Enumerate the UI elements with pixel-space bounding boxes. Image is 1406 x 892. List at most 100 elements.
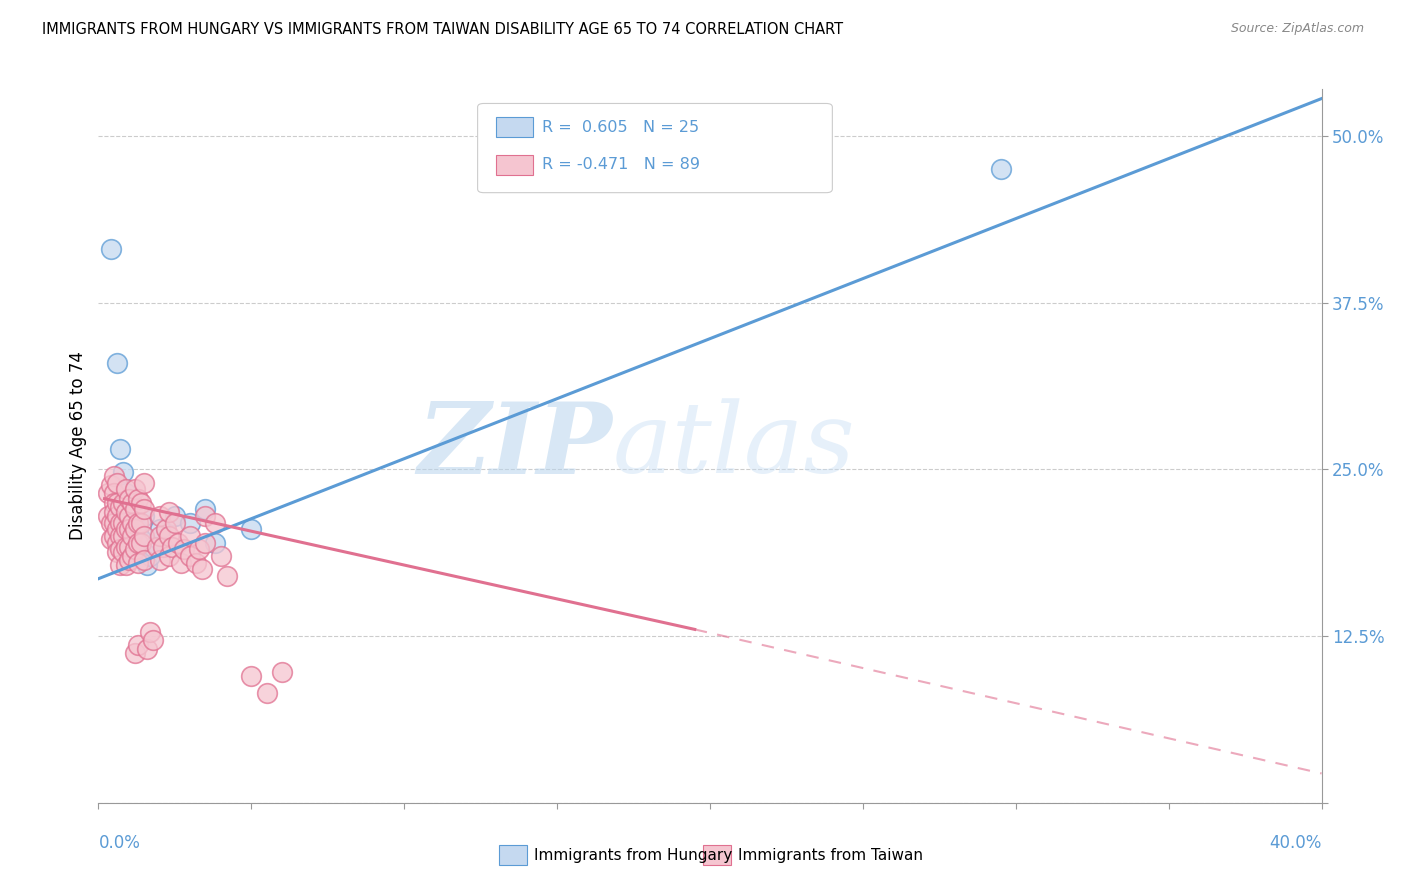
Point	[124, 529, 146, 543]
Point	[118, 491, 141, 506]
Point	[121, 549, 143, 563]
Point	[115, 505, 138, 519]
Point	[163, 509, 186, 524]
Point	[157, 549, 180, 563]
Point	[129, 532, 152, 546]
Point	[142, 540, 165, 554]
Point	[118, 540, 141, 554]
Point	[129, 535, 152, 549]
Point	[118, 509, 141, 524]
Point	[108, 516, 131, 530]
Text: atlas: atlas	[612, 399, 855, 493]
Point	[191, 562, 214, 576]
Text: Source: ZipAtlas.com: Source: ZipAtlas.com	[1230, 22, 1364, 36]
Point	[194, 509, 217, 524]
Point	[134, 475, 156, 490]
Point	[111, 529, 134, 543]
Point	[179, 516, 201, 530]
Point	[103, 469, 125, 483]
Point	[209, 549, 232, 563]
Point	[108, 529, 131, 543]
Point	[121, 496, 143, 510]
Text: 0.0%: 0.0%	[98, 834, 141, 852]
Point	[160, 540, 183, 554]
Point	[157, 529, 180, 543]
Point	[149, 529, 172, 543]
Point	[100, 478, 122, 492]
Point	[142, 633, 165, 648]
Point	[115, 505, 138, 519]
Point	[149, 509, 172, 524]
Point	[105, 356, 128, 370]
FancyBboxPatch shape	[496, 155, 533, 175]
Point	[163, 516, 186, 530]
Point	[124, 502, 146, 516]
Point	[186, 556, 208, 570]
Point	[256, 686, 278, 700]
Point	[100, 242, 122, 256]
Point	[157, 505, 180, 519]
Y-axis label: Disability Age 65 to 74: Disability Age 65 to 74	[69, 351, 87, 541]
Point	[134, 529, 156, 543]
Point	[115, 483, 138, 497]
Point	[105, 545, 128, 559]
Point	[118, 522, 141, 536]
Text: R =  0.605   N = 25: R = 0.605 N = 25	[543, 120, 700, 135]
Point	[111, 516, 134, 530]
Text: R = -0.471   N = 89: R = -0.471 N = 89	[543, 157, 700, 171]
Point	[136, 558, 159, 573]
Point	[139, 625, 162, 640]
Point	[97, 509, 120, 524]
Point	[155, 522, 177, 536]
Point	[118, 516, 141, 530]
Point	[127, 639, 149, 653]
Point	[118, 496, 141, 510]
Point	[103, 486, 125, 500]
Text: 40.0%: 40.0%	[1270, 834, 1322, 852]
Point	[124, 522, 146, 536]
Point	[103, 529, 125, 543]
Point	[108, 558, 131, 573]
Point	[139, 549, 162, 563]
Point	[134, 502, 156, 516]
Point	[103, 496, 125, 510]
Point	[134, 509, 156, 524]
Point	[179, 529, 201, 543]
Point	[121, 516, 143, 530]
Point	[188, 542, 211, 557]
Point	[108, 442, 131, 457]
Point	[167, 535, 190, 549]
FancyBboxPatch shape	[478, 103, 832, 193]
Point	[134, 553, 156, 567]
Text: IMMIGRANTS FROM HUNGARY VS IMMIGRANTS FROM TAIWAN DISABILITY AGE 65 TO 74 CORREL: IMMIGRANTS FROM HUNGARY VS IMMIGRANTS FR…	[42, 22, 844, 37]
Point	[145, 540, 167, 554]
Point	[240, 669, 263, 683]
Point	[124, 545, 146, 559]
Point	[97, 486, 120, 500]
Point	[204, 535, 226, 549]
Point	[127, 516, 149, 530]
Point	[990, 162, 1012, 177]
Point	[115, 486, 138, 500]
Point	[124, 647, 146, 661]
Point	[115, 540, 138, 554]
Point	[105, 535, 128, 549]
Point	[105, 509, 128, 524]
Text: Immigrants from Taiwan: Immigrants from Taiwan	[738, 848, 924, 863]
Point	[240, 522, 263, 536]
Point	[108, 542, 131, 557]
Point	[194, 502, 217, 516]
Point	[173, 542, 195, 557]
Point	[100, 532, 122, 546]
Point	[170, 556, 193, 570]
Point	[105, 522, 128, 536]
FancyBboxPatch shape	[496, 117, 533, 137]
Point	[111, 545, 134, 559]
Text: ZIP: ZIP	[418, 398, 612, 494]
Point	[129, 516, 152, 530]
Point	[152, 540, 174, 554]
Point	[215, 569, 238, 583]
Point	[270, 665, 292, 679]
Point	[129, 496, 152, 510]
Point	[149, 522, 172, 536]
